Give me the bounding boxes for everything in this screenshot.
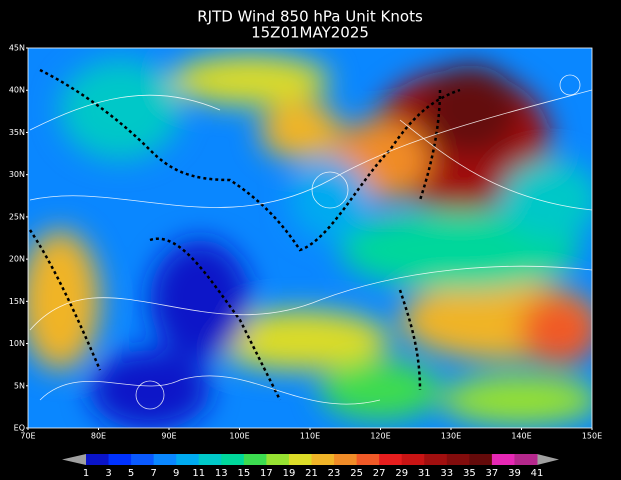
lon-label: 90E xyxy=(161,432,176,441)
lon-label: 120E xyxy=(370,432,390,441)
lon-label: 100E xyxy=(229,432,249,441)
lat-label: 45N xyxy=(9,44,25,53)
colorbar-label: 1 xyxy=(83,468,89,479)
colorbar-segment xyxy=(108,454,132,465)
wind-field xyxy=(28,48,592,428)
colorbar-label: 11 xyxy=(192,468,205,479)
colorbar-segment xyxy=(198,454,222,465)
lat-label: 5N xyxy=(14,381,25,390)
colorbar-segment xyxy=(514,454,538,465)
colorbar-segment xyxy=(153,454,177,465)
lon-label: 70E xyxy=(20,432,35,441)
colorbar-label: 19 xyxy=(283,468,296,479)
colorbar-label: 29 xyxy=(395,468,408,479)
colorbar-label: 37 xyxy=(486,468,499,479)
lat-label: EQ xyxy=(14,424,25,433)
lat-label: 35N xyxy=(9,128,25,137)
colorbar-label: 21 xyxy=(305,468,318,479)
lat-label: 25N xyxy=(9,212,25,221)
colorbar-segment xyxy=(446,454,470,465)
colorbar-segment xyxy=(288,454,312,465)
colorbar-end xyxy=(62,454,86,465)
colorbar-label: 25 xyxy=(350,468,363,479)
lon-label: 80E xyxy=(91,432,106,441)
colorbar-label: 31 xyxy=(418,468,431,479)
colorbar-label: 15 xyxy=(237,468,250,479)
colorbar-segment xyxy=(491,454,515,465)
colorbar-label: 17 xyxy=(260,468,273,479)
colorbar-segment xyxy=(221,454,245,465)
colorbar-segment xyxy=(334,454,358,465)
colorbar-end xyxy=(537,454,559,465)
lon-label: 150E xyxy=(582,432,602,441)
lat-label: 15N xyxy=(9,297,25,306)
colorbar-segment xyxy=(243,454,267,465)
colorbar-label: 9 xyxy=(173,468,179,479)
colorbar-label: 13 xyxy=(215,468,228,479)
lat-label: 30N xyxy=(9,170,25,179)
colorbar-label: 23 xyxy=(328,468,341,479)
colorbar-segment xyxy=(176,454,200,465)
colorbar-label: 5 xyxy=(128,468,134,479)
lat-label: 10N xyxy=(9,339,25,348)
lon-label: 110E xyxy=(300,432,320,441)
colorbar-label: 7 xyxy=(150,468,156,479)
title: RJTD Wind 850 hPa Unit Knots xyxy=(197,8,423,26)
colorbar-segment xyxy=(266,454,290,465)
colorbar-segment xyxy=(469,454,493,465)
colorbar-label: 41 xyxy=(531,468,544,479)
colorbar-segment xyxy=(401,454,425,465)
colorbar-label: 39 xyxy=(508,468,521,479)
colorbar-label: 35 xyxy=(463,468,476,479)
lat-label: 40N xyxy=(9,86,25,95)
colorbar-segment xyxy=(379,454,403,465)
colorbar-label: 27 xyxy=(373,468,386,479)
lat-label: 20N xyxy=(9,255,25,264)
colorbar-label: 3 xyxy=(105,468,111,479)
colorbar-segment xyxy=(356,454,380,465)
colorbar-segment xyxy=(311,454,335,465)
subtitle: 15Z01MAY2025 xyxy=(251,24,369,42)
lon-label: 130E xyxy=(441,432,461,441)
lon-label: 140E xyxy=(511,432,531,441)
colorbar-segment xyxy=(86,454,110,465)
colorbar-segment xyxy=(424,454,448,465)
colorbar-label: 33 xyxy=(440,468,453,479)
colorbar-segment xyxy=(131,454,155,465)
